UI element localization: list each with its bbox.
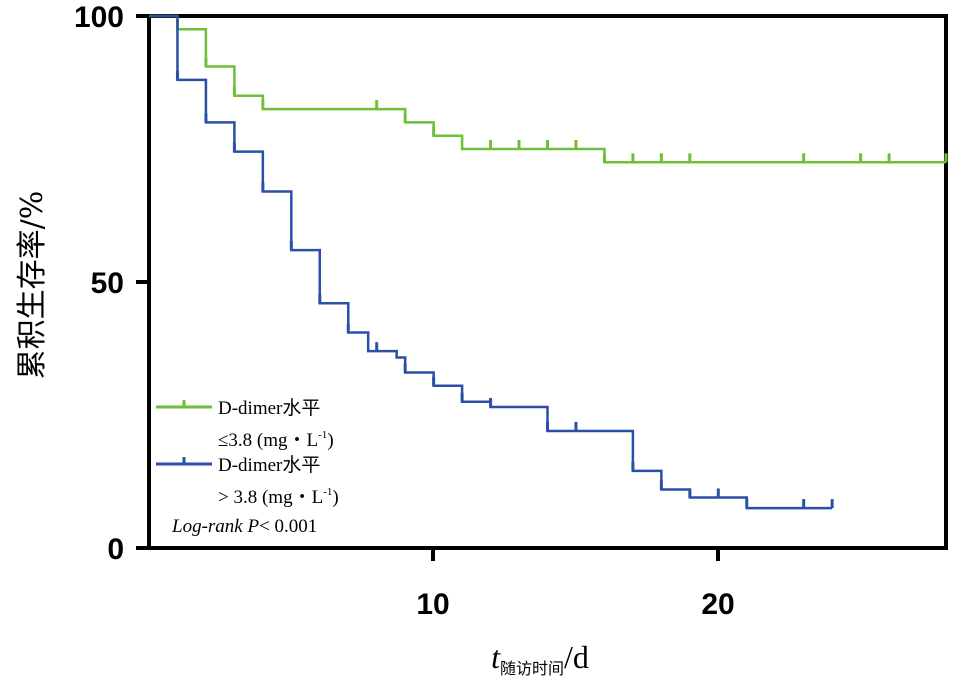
log-rank-p: P bbox=[246, 516, 259, 537]
legend-label-low-line1: D-dimer水平 bbox=[218, 397, 320, 419]
legend-label-low-line2: ≤3.8 (mg・L-1) bbox=[218, 429, 334, 451]
x-axis-var: t bbox=[491, 639, 501, 675]
x-axis-label: t随访时间/d bbox=[491, 639, 589, 678]
legend: D-dimer水平 ≤3.8 (mg・L-1) D-dimer水平 > 3.8 … bbox=[156, 397, 339, 537]
x-axis-sub: 随访时间 bbox=[500, 659, 564, 678]
y-axis-label: 累积生存率/% bbox=[15, 191, 50, 380]
y-tick-label-100: 100 bbox=[74, 1, 124, 34]
legend-label-high-close: ) bbox=[332, 487, 338, 508]
series-line-1 bbox=[149, 14, 833, 510]
legend-label-low-close: ) bbox=[327, 430, 333, 451]
legend-label-high-sup: -1 bbox=[323, 486, 332, 498]
survival-curves bbox=[149, 14, 948, 510]
legend-label-high-main: > 3.8 (mg・L bbox=[218, 487, 323, 508]
series-line-0 bbox=[149, 14, 946, 164]
log-rank-annotation: Log-rank P< 0.001 bbox=[171, 516, 317, 537]
y-tick-label-50: 50 bbox=[91, 267, 124, 300]
legend-label-low-sup: -1 bbox=[318, 429, 327, 441]
x-axis-unit: /d bbox=[564, 639, 589, 675]
log-rank-prefix: Log-rank bbox=[171, 516, 247, 537]
x-tick-label-10: 10 bbox=[416, 588, 449, 621]
y-tick-label-0: 0 bbox=[107, 533, 124, 566]
legend-label-high-line1: D-dimer水平 bbox=[218, 454, 320, 476]
legend-label-high-line2: > 3.8 (mg・L-1) bbox=[218, 486, 339, 508]
log-rank-value: < 0.001 bbox=[259, 516, 317, 537]
x-tick-label-20: 20 bbox=[701, 588, 734, 621]
legend-label-low-main: ≤3.8 (mg・L bbox=[218, 430, 318, 451]
